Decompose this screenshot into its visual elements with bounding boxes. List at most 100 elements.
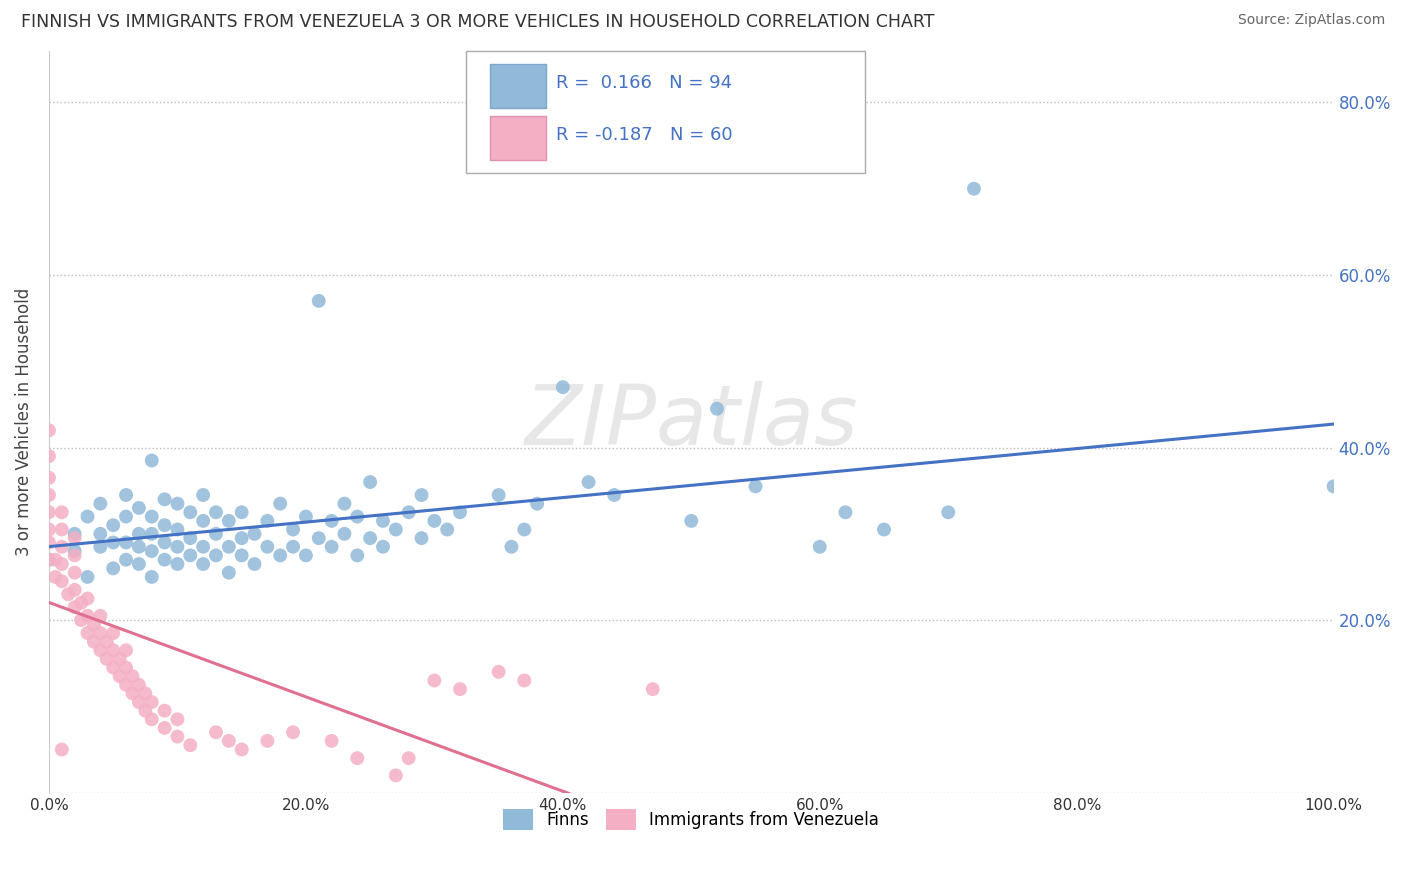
Point: [96, 634, 118, 648]
Point: [141, 570, 163, 584]
Point: [281, 540, 304, 554]
Point: [103, 643, 125, 657]
Point: [231, 742, 253, 756]
Point: [141, 453, 163, 467]
Point: [166, 497, 188, 511]
Point: [63, 526, 86, 541]
Point: [38, 471, 60, 485]
Y-axis label: 3 or more Vehicles in Household: 3 or more Vehicles in Household: [15, 287, 32, 556]
Point: [321, 540, 343, 554]
Point: [371, 540, 394, 554]
Point: [295, 509, 318, 524]
Point: [346, 549, 368, 563]
Point: [89, 540, 111, 554]
Point: [103, 535, 125, 549]
Point: [218, 734, 240, 748]
Point: [103, 518, 125, 533]
Point: [526, 497, 548, 511]
Point: [51, 574, 73, 589]
Point: [371, 514, 394, 528]
Point: [191, 540, 214, 554]
Point: [231, 549, 253, 563]
Point: [179, 531, 201, 545]
Point: [359, 531, 381, 545]
Point: [551, 380, 574, 394]
Point: [89, 643, 111, 657]
Point: [231, 531, 253, 545]
Point: [423, 514, 446, 528]
Point: [63, 549, 86, 563]
Point: [128, 557, 150, 571]
Legend: Finns, Immigrants from Venezuela: Finns, Immigrants from Venezuela: [496, 803, 886, 837]
Point: [423, 673, 446, 688]
Point: [179, 549, 201, 563]
FancyBboxPatch shape: [489, 116, 546, 160]
Point: [153, 492, 176, 507]
Point: [808, 540, 831, 554]
Point: [38, 552, 60, 566]
Point: [218, 566, 240, 580]
Point: [153, 552, 176, 566]
Point: [134, 704, 156, 718]
Point: [141, 695, 163, 709]
Point: [38, 488, 60, 502]
Point: [256, 734, 278, 748]
Text: R = -0.187   N = 60: R = -0.187 N = 60: [557, 126, 733, 144]
Point: [38, 505, 60, 519]
Point: [76, 570, 98, 584]
Point: [269, 549, 291, 563]
Point: [411, 531, 433, 545]
Point: [51, 742, 73, 756]
Point: [44, 570, 66, 584]
Point: [321, 514, 343, 528]
Point: [51, 540, 73, 554]
Point: [179, 738, 201, 752]
Point: [38, 423, 60, 437]
Point: [83, 617, 105, 632]
Point: [641, 682, 664, 697]
Point: [115, 678, 138, 692]
Point: [218, 514, 240, 528]
Point: [153, 721, 176, 735]
Point: [70, 613, 93, 627]
Point: [231, 505, 253, 519]
Point: [205, 526, 228, 541]
Point: [44, 552, 66, 566]
Point: [488, 665, 510, 679]
Text: Source: ZipAtlas.com: Source: ZipAtlas.com: [1237, 13, 1385, 28]
Text: FINNISH VS IMMIGRANTS FROM VENEZUELA 3 OR MORE VEHICLES IN HOUSEHOLD CORRELATION: FINNISH VS IMMIGRANTS FROM VENEZUELA 3 O…: [21, 13, 935, 31]
Point: [359, 475, 381, 489]
Point: [281, 725, 304, 739]
Point: [385, 768, 408, 782]
Point: [128, 678, 150, 692]
Point: [115, 535, 138, 549]
Point: [243, 557, 266, 571]
FancyBboxPatch shape: [467, 51, 865, 173]
Point: [76, 626, 98, 640]
Point: [269, 497, 291, 511]
Point: [141, 712, 163, 726]
Point: [89, 526, 111, 541]
Point: [256, 514, 278, 528]
Point: [115, 643, 138, 657]
Point: [89, 497, 111, 511]
Point: [115, 660, 138, 674]
Point: [936, 505, 959, 519]
Point: [153, 518, 176, 533]
Point: [128, 526, 150, 541]
Point: [166, 730, 188, 744]
Point: [436, 523, 458, 537]
Point: [38, 523, 60, 537]
Point: [128, 695, 150, 709]
Point: [115, 488, 138, 502]
Point: [398, 505, 420, 519]
Point: [744, 479, 766, 493]
Point: [115, 509, 138, 524]
Point: [38, 449, 60, 463]
Point: [103, 660, 125, 674]
Point: [501, 540, 523, 554]
Point: [128, 540, 150, 554]
Point: [70, 596, 93, 610]
Point: [63, 600, 86, 615]
Point: [76, 608, 98, 623]
